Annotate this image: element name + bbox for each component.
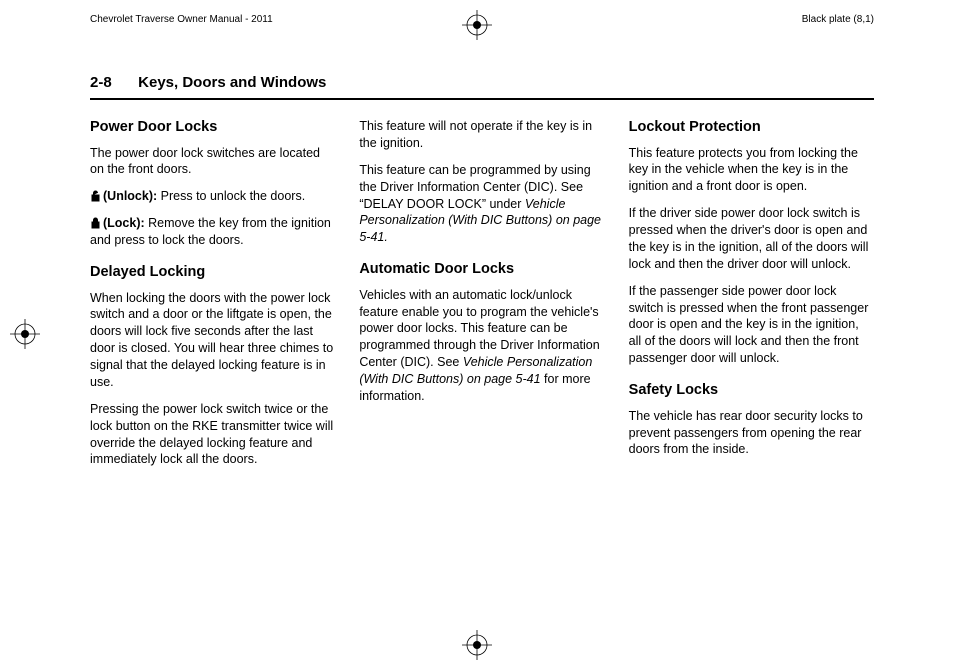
body-text: Vehicles with an automatic lock/unlock f… (359, 287, 604, 405)
plate-info: Black plate (8,1) (802, 14, 874, 25)
column-1: Power Door Locks The power door lock swi… (90, 118, 335, 478)
heading-lockout-protection: Lockout Protection (629, 118, 874, 138)
body-text: If the passenger side power door lock sw… (629, 283, 874, 367)
heading-automatic-door-locks: Automatic Door Locks (359, 260, 604, 280)
content-columns: Power Door Locks The power door lock swi… (90, 118, 874, 478)
body-text: (Unlock): Press to unlock the doors. (90, 188, 335, 205)
body-text: The power door lock switches are located… (90, 145, 335, 179)
body-text: If the driver side power door lock switc… (629, 205, 874, 273)
lock-label: (Lock): (103, 216, 145, 230)
body-text: This feature can be programmed by using … (359, 162, 604, 246)
body-text: This feature will not operate if the key… (359, 118, 604, 152)
unlock-icon (90, 190, 101, 202)
body-text: The vehicle has rear door security locks… (629, 408, 874, 459)
unlock-desc: Press to unlock the doors. (157, 189, 305, 203)
manual-title: Chevrolet Traverse Owner Manual - 2011 (90, 14, 273, 25)
heading-safety-locks: Safety Locks (629, 381, 874, 401)
column-3: Lockout Protection This feature protects… (629, 118, 874, 478)
body-text: Pressing the power lock switch twice or … (90, 401, 335, 469)
column-2: This feature will not operate if the key… (359, 118, 604, 478)
section-title: Keys, Doors and Windows (138, 74, 326, 91)
page-content: 2-8 Keys, Doors and Windows Power Door L… (90, 74, 874, 628)
page-number: 2-8 (90, 74, 112, 91)
registration-mark-bottom (462, 630, 492, 660)
registration-mark-left (10, 319, 40, 349)
unlock-label: (Unlock): (103, 189, 157, 203)
page-header: 2-8 Keys, Doors and Windows (90, 74, 874, 100)
lock-icon (90, 217, 101, 229)
body-text: When locking the doors with the power lo… (90, 290, 335, 391)
heading-power-door-locks: Power Door Locks (90, 118, 335, 138)
registration-mark-top (462, 10, 492, 40)
body-text: (Lock): Remove the key from the ignition… (90, 215, 335, 249)
heading-delayed-locking: Delayed Locking (90, 263, 335, 283)
body-text: This feature protects you from locking t… (629, 145, 874, 196)
